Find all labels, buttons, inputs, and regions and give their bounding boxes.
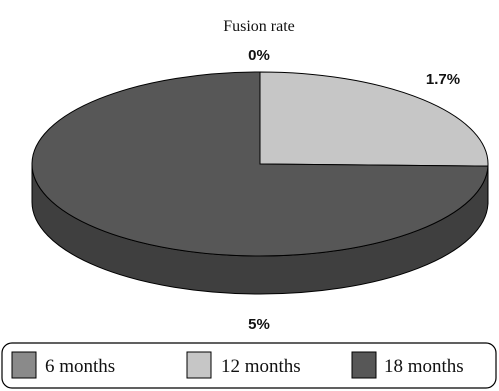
legend-swatch-18-months	[351, 351, 377, 379]
legend: 6 months 12 months 18 months	[1, 342, 497, 389]
legend-swatch-6-months	[11, 351, 37, 379]
pie-slices	[31, 71, 489, 257]
legend-label-12-months: 12 months	[221, 356, 301, 377]
pie-slice-12-months	[259, 71, 489, 167]
legend-label-18-months: 18 months	[384, 356, 464, 377]
data-label-6-months: 0%	[248, 47, 270, 64]
chart-title: Fusion rate	[223, 18, 295, 35]
data-label-12-months: 1.7%	[426, 71, 460, 88]
pie-slice-18-months	[31, 71, 489, 257]
legend-label-6-months: 6 months	[45, 356, 115, 377]
data-label-18-months: 5%	[248, 316, 270, 333]
legend-swatch-12-months	[186, 351, 212, 379]
